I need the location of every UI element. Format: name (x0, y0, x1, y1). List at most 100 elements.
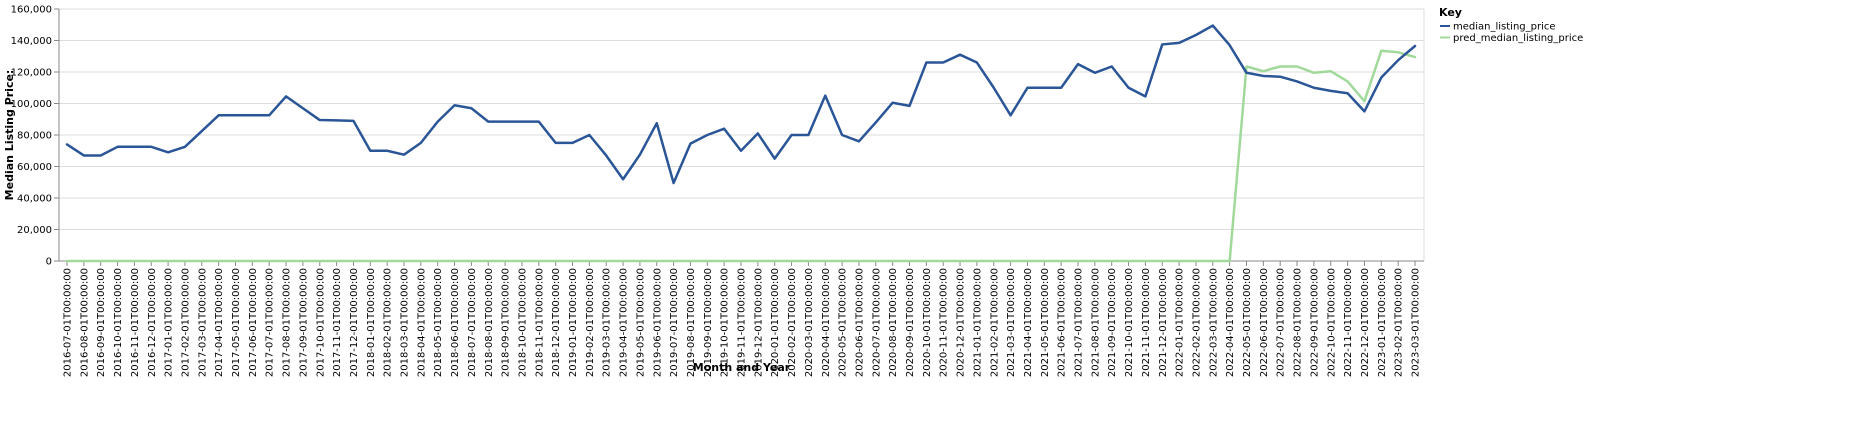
x-tick-label: 2017-05-01T00:00:00 (231, 268, 242, 377)
x-tick-label: 2018-09-01T00:00:00 (501, 268, 512, 377)
x-tick-label: 2018-01-01T00:00:00 (366, 268, 377, 377)
x-tick-label: 2019-06-01T00:00:00 (652, 268, 663, 377)
x-tick-label: 2020-11-01T00:00:00 (939, 268, 950, 377)
x-tick-label: 2019-02-01T00:00:00 (585, 268, 596, 377)
x-tick-label: 2019-12-01T00:00:00 (753, 268, 764, 377)
y-tick-label: 140,000 (11, 36, 52, 47)
x-tick-label: 2022-11-01T00:00:00 (1343, 268, 1354, 377)
y-tick-label: 20,000 (17, 225, 52, 236)
x-tick-label: 2022-08-01T00:00:00 (1293, 268, 1304, 377)
x-tick-label: 2016-08-01T00:00:00 (79, 268, 90, 377)
x-tick-label: 2016-11-01T00:00:00 (130, 268, 141, 377)
x-tick-label: 2020-10-01T00:00:00 (922, 268, 933, 377)
x-tick-label: 2021-06-01T00:00:00 (1057, 268, 1068, 377)
x-tick-label: 2017-04-01T00:00:00 (214, 268, 225, 377)
x-tick-label: 2016-12-01T00:00:00 (147, 268, 158, 377)
x-tick-label: 2019-08-01T00:00:00 (686, 268, 697, 377)
x-tick-label: 2017-12-01T00:00:00 (349, 268, 360, 377)
x-tick-label: 2023-01-01T00:00:00 (1377, 268, 1388, 377)
x-tick-label: 2020-02-01T00:00:00 (787, 268, 798, 377)
legend-label: pred_median_listing_price (1453, 33, 1583, 44)
y-axis-title: Median Listing Price: (3, 70, 16, 201)
x-tick-label: 2018-02-01T00:00:00 (383, 268, 394, 377)
x-tick-label: 2022-02-01T00:00:00 (1191, 268, 1202, 377)
x-tick-label: 2022-06-01T00:00:00 (1259, 268, 1270, 377)
x-tick-label: 2017-03-01T00:00:00 (197, 268, 208, 377)
grid-lines (59, 8, 1425, 262)
x-tick-label: 2016-09-01T00:00:00 (96, 268, 107, 377)
x-tick-label: 2019-04-01T00:00:00 (619, 268, 630, 377)
y-tick-label: 60,000 (17, 162, 52, 173)
x-tick-label: 2021-03-01T00:00:00 (1006, 268, 1017, 377)
x-tick-label: 2021-05-01T00:00:00 (1040, 268, 1051, 377)
x-tick-label: 2018-11-01T00:00:00 (534, 268, 545, 377)
legend: Key median_listing_pricepred_median_list… (1439, 6, 1583, 44)
x-tick-label: 2017-08-01T00:00:00 (282, 268, 293, 377)
axes: 0 20,000 40,000 60,000 80,000 100,000 120,000 1… (11, 5, 1424, 377)
x-tick-label: 2019-07-01T00:00:00 (669, 268, 680, 377)
x-tick-label: 2017-01-01T00:00:00 (164, 268, 175, 377)
y-tick-label: 40,000 (17, 194, 52, 205)
x-tick-label: 2018-03-01T00:00:00 (400, 268, 411, 377)
y-tick-label: 160,000 (11, 5, 52, 16)
x-tick-label: 2018-12-01T00:00:00 (551, 268, 562, 377)
x-tick-label: 2018-04-01T00:00:00 (416, 268, 427, 377)
y-tick-label: 80,000 (17, 131, 52, 142)
x-tick-label: 2017-07-01T00:00:00 (265, 268, 276, 377)
x-tick-label: 2017-09-01T00:00:00 (298, 268, 309, 377)
x-tick-label: 2022-12-01T00:00:00 (1360, 268, 1371, 377)
x-tick-label: 2021-01-01T00:00:00 (972, 268, 983, 377)
x-tick-label: 2016-10-01T00:00:00 (113, 268, 124, 377)
x-tick-label: 2019-10-01T00:00:00 (720, 268, 731, 377)
x-tick-label: 2016-07-01T00:00:00 (63, 268, 74, 377)
x-tick-label: 2019-01-01T00:00:00 (568, 268, 579, 377)
x-tick-label: 2020-06-01T00:00:00 (854, 268, 865, 377)
x-tick-label: 2017-02-01T00:00:00 (180, 268, 191, 377)
x-tick-label: 2023-03-01T00:00:00 (1411, 268, 1422, 377)
x-tick-label: 2022-01-01T00:00:00 (1175, 268, 1186, 377)
x-tick-label: 2018-08-01T00:00:00 (484, 268, 495, 377)
x-tick-label: 2022-04-01T00:00:00 (1225, 268, 1236, 377)
x-tick-label: 2020-08-01T00:00:00 (888, 268, 899, 377)
y-tick-label: 120,000 (11, 68, 52, 79)
x-tick-label: 2020-07-01T00:00:00 (871, 268, 882, 377)
x-tick-label: 2020-09-01T00:00:00 (905, 268, 916, 377)
series-line-pred_median_listing_price (65, 49, 1417, 263)
series-lines (65, 24, 1417, 263)
legend-label: median_listing_price (1453, 22, 1556, 33)
x-axis-title: Month and Year (693, 361, 791, 374)
x-tick-label: 2019-11-01T00:00:00 (737, 268, 748, 377)
x-tick-label: 2022-10-01T00:00:00 (1326, 268, 1337, 377)
x-tick-label: 2021-12-01T00:00:00 (1158, 268, 1169, 377)
legend-title: Key (1439, 6, 1462, 19)
x-tick-label: 2019-03-01T00:00:00 (602, 268, 613, 377)
x-tick-label: 2022-09-01T00:00:00 (1309, 268, 1320, 377)
x-tick-label: 2022-07-01T00:00:00 (1276, 268, 1287, 377)
x-tick-label: 2019-05-01T00:00:00 (635, 268, 646, 377)
x-tick-label: 2017-06-01T00:00:00 (248, 268, 259, 377)
x-tick-label: 2022-05-01T00:00:00 (1242, 268, 1253, 377)
x-tick-label: 2018-06-01T00:00:00 (450, 268, 461, 377)
x-tick-label: 2022-03-01T00:00:00 (1208, 268, 1219, 377)
x-tick-label: 2021-10-01T00:00:00 (1124, 268, 1135, 377)
x-tick-label: 2018-07-01T00:00:00 (467, 268, 478, 377)
x-tick-label: 2021-11-01T00:00:00 (1141, 268, 1152, 377)
x-tick-label: 2020-04-01T00:00:00 (821, 268, 832, 377)
x-tick-label: 2017-11-01T00:00:00 (332, 268, 343, 377)
x-tick-label: 2018-10-01T00:00:00 (517, 268, 528, 377)
x-tick-label: 2017-10-01T00:00:00 (315, 268, 326, 377)
x-tick-label: 2018-05-01T00:00:00 (433, 268, 444, 377)
x-tick-label: 2023-02-01T00:00:00 (1394, 268, 1405, 377)
x-tick-label: 2020-03-01T00:00:00 (804, 268, 815, 377)
x-tick-label: 2020-01-01T00:00:00 (770, 268, 781, 377)
x-tick-label: 2021-08-01T00:00:00 (1090, 268, 1101, 377)
x-tick-label: 2021-07-01T00:00:00 (1074, 268, 1085, 377)
y-tick-label: 0 (46, 257, 52, 268)
x-tick-label: 2019-09-01T00:00:00 (703, 268, 714, 377)
x-tick-label: 2020-12-01T00:00:00 (956, 268, 967, 377)
x-tick-label: 2021-04-01T00:00:00 (1023, 268, 1034, 377)
y-tick-label: 100,000 (11, 99, 52, 110)
series-line-median_listing_price (65, 24, 1417, 185)
x-tick-label: 2020-05-01T00:00:00 (838, 268, 849, 377)
